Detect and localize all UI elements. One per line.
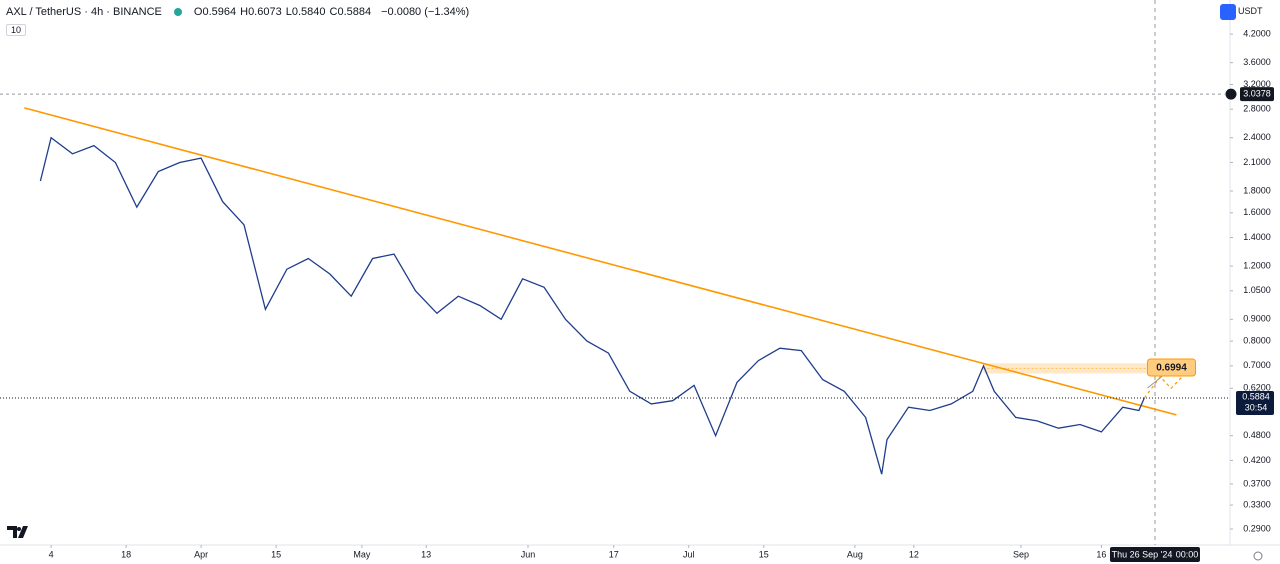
last-price-label: 0.5884 [1242,391,1270,401]
hline-label: 3.0378 [1243,88,1271,98]
y-tick-label: 0.7000 [1243,360,1271,370]
x-tick-label: Jul [683,549,695,559]
x-tick-label: Apr [194,549,208,559]
trendline [24,107,1177,416]
toggle-button[interactable] [1220,4,1236,20]
tv-logo [7,526,28,538]
y-tick-label: 0.8000 [1243,336,1271,346]
target-label: 0.6994 [1156,363,1187,374]
ohlc-value: 0.5840 [291,6,326,18]
x-tick-label: May [353,549,371,559]
change: −0.0080 (−1.34%) [381,6,470,18]
y-tick-label: 0.9000 [1243,314,1271,324]
price-line [39,136,1145,475]
x-tick-label: Jun [521,549,536,559]
x-tick-label: 12 [909,549,919,559]
ohlc-label: O [193,6,203,18]
y-tick-label: 0.2900 [1243,523,1271,533]
ohlc-label: H [240,6,249,18]
y-tick-label: 0.6200 [1243,383,1271,393]
status-dot [173,8,182,16]
y-tick-label: 0.3300 [1243,499,1271,509]
x-tick-label: 17 [609,549,619,559]
ohlc-label: L [285,6,292,18]
target-pointer [1147,375,1163,389]
ohlc-value: 0.6073 [248,6,282,18]
x-tick-label: 15 [759,549,769,559]
y-tick-label: 2.1000 [1243,157,1271,167]
y-tick-label: 1.2000 [1243,260,1271,270]
legend: AXL / TetherUS · 4h · BINANCE O0.5964 H0.… [6,6,469,18]
ohlc-value: 0.5964 [202,6,237,18]
target-box [1146,358,1196,377]
y-tick-label: 1.0500 [1243,285,1271,295]
y-tick-label: 3.6000 [1243,57,1271,67]
countdown: 30:54 [1245,402,1268,412]
x-tick-label: 18 [121,549,131,559]
crosshair-time: 00:00 [1176,549,1199,559]
x-tick-label: 16 [1096,549,1106,559]
hline-icon [1224,87,1238,101]
ohlc-label: C [329,6,338,18]
y-tick-label: 2.4000 [1243,132,1271,142]
y-tick-label: 3.2000 [1243,79,1271,89]
y-tick-label: 0.3700 [1243,478,1271,488]
y-tick-label: 0.4200 [1243,455,1271,465]
ohlc-value: 0.5884 [337,6,372,18]
x-tick-label: 13 [421,549,431,559]
y-tick-label: 1.4000 [1243,232,1271,242]
x-tick-label: 15 [271,549,281,559]
x-tick-label: 4 [49,549,54,559]
last-price-box [1236,391,1274,416]
x-tick-label: Sep [1013,549,1029,559]
settings-icon[interactable] [1253,551,1263,561]
y-tick-label: 4.2000 [1243,28,1271,38]
indicator-badge[interactable]: 10 [6,24,27,36]
ohlc: O0.5964 H0.6073 L0.5840 C0.5884 [194,6,375,18]
projection [1143,365,1193,399]
hline-box [1240,87,1274,102]
symbol: AXL / TetherUS · 4h · BINANCE [6,6,162,18]
y-tick-label: 1.6000 [1243,207,1271,217]
y-tick-label: 1.8000 [1243,185,1271,195]
currency-menu[interactable]: USDT [1238,6,1263,16]
y-tick-label: 2.8000 [1243,104,1271,114]
x-tick-label: Aug [847,549,863,559]
crosshair-date: Thu 26 Sep '24 [1112,549,1173,559]
crosshair-box [1109,547,1200,562]
y-tick-label: 0.4800 [1243,430,1271,440]
